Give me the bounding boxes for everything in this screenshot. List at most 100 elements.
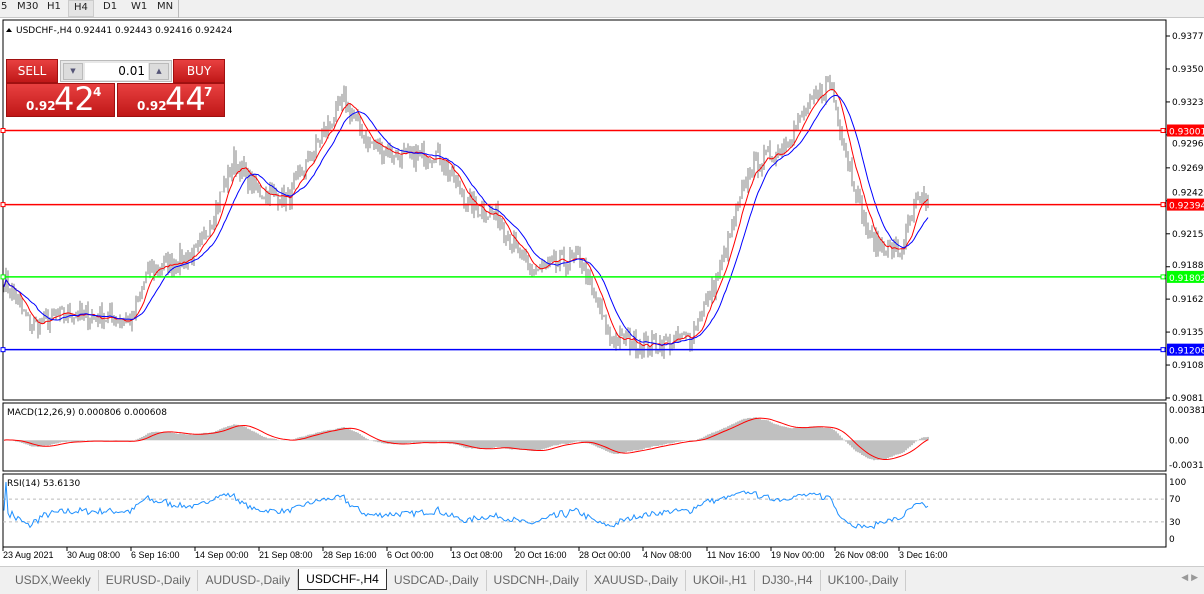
chart-tab[interactable]: XAUUSD-,Daily [587,570,686,591]
chart-tab[interactable]: DJ30-,H4 [755,570,821,591]
symbol-header: USDCHF-,H4 0.92441 0.92443 0.92416 0.924… [16,26,233,36]
timeframe-MN[interactable]: MN [157,1,174,12]
chart-tab[interactable]: AUDUSD-,Daily [198,570,299,591]
time-tick-label: 4 Nov 08:00 [643,550,692,560]
slow-ma-line [3,94,929,346]
buy-price-fraction: 7 [204,85,213,99]
price-tick-label: 0.92155 [1172,230,1204,240]
line-handle[interactable] [0,127,6,133]
buy-button[interactable]: BUY [173,59,225,83]
price-label-bg [1167,198,1204,211]
rsi-panel-frame [2,473,1167,548]
rsi-tick-label: 30 [1169,518,1181,528]
time-tick-label: 6 Oct 00:00 [387,550,434,560]
time-tick-label: 11 Nov 16:00 [707,550,760,560]
lot-decrease-button[interactable]: ▼ [63,63,83,80]
time-tick-label: 6 Sep 16:00 [131,550,180,560]
sell-price-pips: 42 [54,80,95,118]
rsi-tick-label: 0 [1169,535,1175,545]
time-tick-label: 13 Oct 08:00 [451,550,503,560]
timeframe-H1[interactable]: H1 [47,1,61,12]
chart-tab[interactable]: USDCAD-,Daily [387,570,487,591]
collapse-triangle-icon[interactable] [6,28,12,32]
time-tick-label: 23 Aug 2021 [3,550,54,560]
lot-increase-button[interactable]: ▲ [149,63,169,80]
line-handle[interactable] [1160,127,1166,133]
chart-tab[interactable]: USDCHF-,H4 [298,569,387,590]
rsi-tick-label: 100 [1169,478,1186,488]
rsi-tick-label: 70 [1169,495,1181,505]
chart-tab[interactable]: USDX,Weekly [8,570,99,591]
sell-price[interactable]: 0.92 42 4 [6,80,115,118]
price-label-bg [1167,124,1204,137]
price-tick-label: 0.93505 [1172,65,1204,75]
sell-price-prefix: 0.92 [26,99,56,113]
toolbar-divider [178,0,179,18]
chart-tab[interactable]: EURUSD-,Daily [99,570,199,591]
macd-tick-label: 0.00 [1169,436,1189,446]
timeframe-H4[interactable]: H4 [68,0,94,17]
rsi-label: RSI(14) 53.6130 [7,479,80,489]
chart-tab[interactable]: USDCNH-,Daily [487,570,587,591]
timeframe-M30[interactable]: M30 [17,1,39,12]
time-tick-label: 14 Sep 00:00 [195,550,249,560]
tab-row: USDX,Weekly EURUSD-,Daily AUDUSD-,Daily USD… [8,569,907,591]
macd-tick-label: -0.00311 [1169,461,1204,471]
timeframe-W1[interactable]: W1 [131,1,148,12]
time-tick-label: 19 Nov 00:00 [771,550,825,560]
macd-signal-line [3,417,929,461]
sell-button[interactable]: SELL [6,59,58,83]
hline-price-label: 0.91206 [1169,347,1204,357]
time-tick-label: 20 Oct 16:00 [515,550,567,560]
chart-tab[interactable]: UKOil-,H1 [686,570,755,591]
timeframe-5[interactable]: 5 [1,1,8,12]
hline-price-label: 0.91802 [1169,274,1204,284]
price-tick-label: 0.91885 [1172,261,1204,271]
price-tick-label: 0.92695 [1172,164,1204,174]
fast-ma-line [3,88,929,348]
line-handle[interactable] [1160,274,1166,280]
line-handle[interactable] [1160,347,1166,353]
buy-price[interactable]: 0.92 44 7 [117,80,225,118]
line-handle[interactable] [0,202,6,208]
timeframe-D1[interactable]: D1 [103,1,118,12]
line-handle[interactable] [0,274,6,280]
price-tick-label: 0.93775 [1172,32,1204,42]
chart-tab[interactable]: UK100-,Daily [821,570,907,591]
time-tick-label: 30 Aug 08:00 [67,550,120,560]
price-label-bg [1167,343,1204,356]
line-handle[interactable] [1160,202,1166,208]
hline-price-label: 0.93001 [1169,127,1204,137]
macd-label: MACD(12,26,9) 0.000806 0.000608 [7,408,167,418]
time-tick-label: 26 Nov 08:00 [835,550,889,560]
buy-price-prefix: 0.92 [137,99,167,113]
price-bars [3,74,929,359]
macd-histogram [5,417,929,461]
line-handle[interactable] [0,347,6,353]
time-tick-label: 28 Sep 16:00 [323,550,377,560]
timeframe-toolbar: 5 M30 H1 H4 D1 W1 MN [0,0,1204,18]
one-click-trading-panel: SELL ▼ 0.01 ▲ BUY 0.92 42 4 0.92 44 7 [6,59,225,118]
hline-price-label: 0.92394 [1169,202,1204,212]
main-panel-frame [2,19,1167,401]
lot-size-input[interactable]: 0.01 [85,63,148,80]
time-tick-label: 28 Oct 00:00 [579,550,631,560]
lot-size-stepper: ▼ 0.01 ▲ [60,60,172,82]
price-tick-label: 0.92965 [1172,139,1204,149]
time-tick-label: 3 Dec 16:00 [899,550,948,560]
buy-price-pips: 44 [165,80,206,118]
chart-window[interactable]: 0.937750.935050.932350.929650.926950.924… [0,18,1204,566]
macd-panel-frame [2,402,1167,472]
price-tick-label: 0.93235 [1172,98,1204,108]
chart-canvas[interactable]: 0.937750.935050.932350.929650.926950.924… [0,18,1204,566]
price-label-bg [1167,270,1204,283]
rsi-line [3,481,929,530]
macd-tick-label: 0.003811 [1169,406,1204,416]
time-tick-label: 21 Sep 08:00 [259,550,313,560]
tab-scroll-arrows[interactable]: ◀ ▶ [1181,573,1198,583]
chart-tabs: USDX,Weekly EURUSD-,Daily AUDUSD-,Daily USD… [0,566,1204,594]
